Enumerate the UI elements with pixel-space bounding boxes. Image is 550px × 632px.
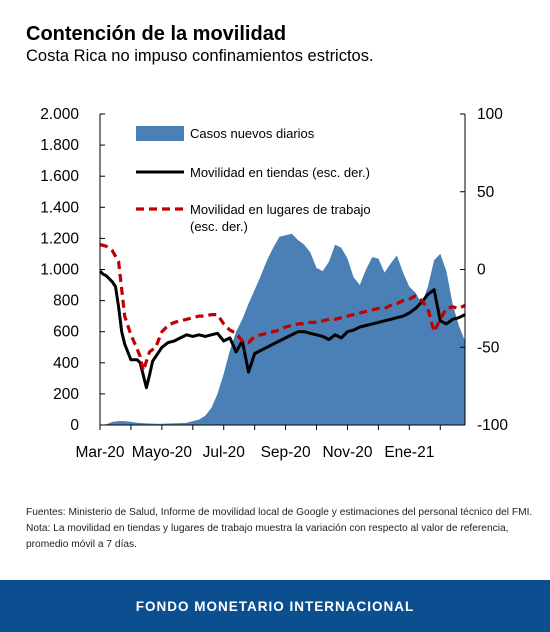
left-tick-label: 800 xyxy=(53,293,79,310)
chart-subtitle: Costa Rica no impuso confinamientos estr… xyxy=(26,47,374,65)
x-tick-label: Jul-20 xyxy=(203,444,246,461)
right-tick-label: 100 xyxy=(477,106,503,123)
legend-label-retail: Movilidad en tiendas (esc. der.) xyxy=(190,165,370,180)
chart: 0 200 400 600 800 1.000 1.200 1.400 1.600 1.800 2.… xyxy=(40,106,508,461)
x-tick-label: Nov-20 xyxy=(322,444,372,461)
imf-footer-label: FONDO MONETARIO INTERNACIONAL xyxy=(135,598,415,614)
x-tick-label: Sep-20 xyxy=(261,444,311,461)
series-cases-area xyxy=(100,233,465,425)
legend-swatch-cases xyxy=(136,126,184,141)
mobility-lines-layer xyxy=(98,243,466,390)
left-tick-label: 1.000 xyxy=(40,262,79,279)
left-tick-label: 400 xyxy=(53,355,79,372)
left-tick-label: 0 xyxy=(70,417,79,434)
note-line-2: promedio móvil a 7 días. xyxy=(26,539,137,550)
chart-title: Contención de la movilidad xyxy=(26,23,287,45)
footnotes: Fuentes: Ministerio de Salud, Informe de… xyxy=(26,505,533,553)
legend: Casos nuevos diarios Movilidad en tiendas… xyxy=(136,126,371,234)
sources-note: Fuentes: Ministerio de Salud, Informe de… xyxy=(26,507,533,518)
legend-label-workplace: Movilidad en lugares de trabajo xyxy=(190,202,371,217)
right-tick-label: -100 xyxy=(477,417,508,434)
legend-label-cases: Casos nuevos diarios xyxy=(190,126,315,141)
x-tick-label: Mayo-20 xyxy=(132,444,193,461)
x-tick-label: Mar-20 xyxy=(75,444,124,461)
x-tick-label: Ene-21 xyxy=(384,444,434,461)
left-tick-label: 600 xyxy=(53,324,79,341)
imf-footer-bar: FONDO MONETARIO INTERNACIONAL xyxy=(0,580,550,632)
right-tick-label: 0 xyxy=(477,262,486,279)
left-tick-label: 1.400 xyxy=(40,199,79,216)
cases-area-layer xyxy=(100,233,465,425)
axes-layer: 0 200 400 600 800 1.000 1.200 1.400 1.600 1.800 2.… xyxy=(40,106,508,461)
left-tick-label: 1.800 xyxy=(40,137,79,154)
series-workplace-line xyxy=(99,243,466,373)
left-tick-label: 200 xyxy=(53,386,79,403)
note-line-1: Nota: La movilidad en tiendas y lugares … xyxy=(26,523,509,534)
left-tick-label: 1.600 xyxy=(40,168,79,185)
right-tick-label: -50 xyxy=(477,339,500,356)
legend-label-workplace-line2: (esc. der.) xyxy=(190,219,248,234)
left-tick-label: 2.000 xyxy=(40,106,79,123)
right-tick-label: 50 xyxy=(477,184,495,201)
left-tick-label: 1.200 xyxy=(40,230,79,247)
